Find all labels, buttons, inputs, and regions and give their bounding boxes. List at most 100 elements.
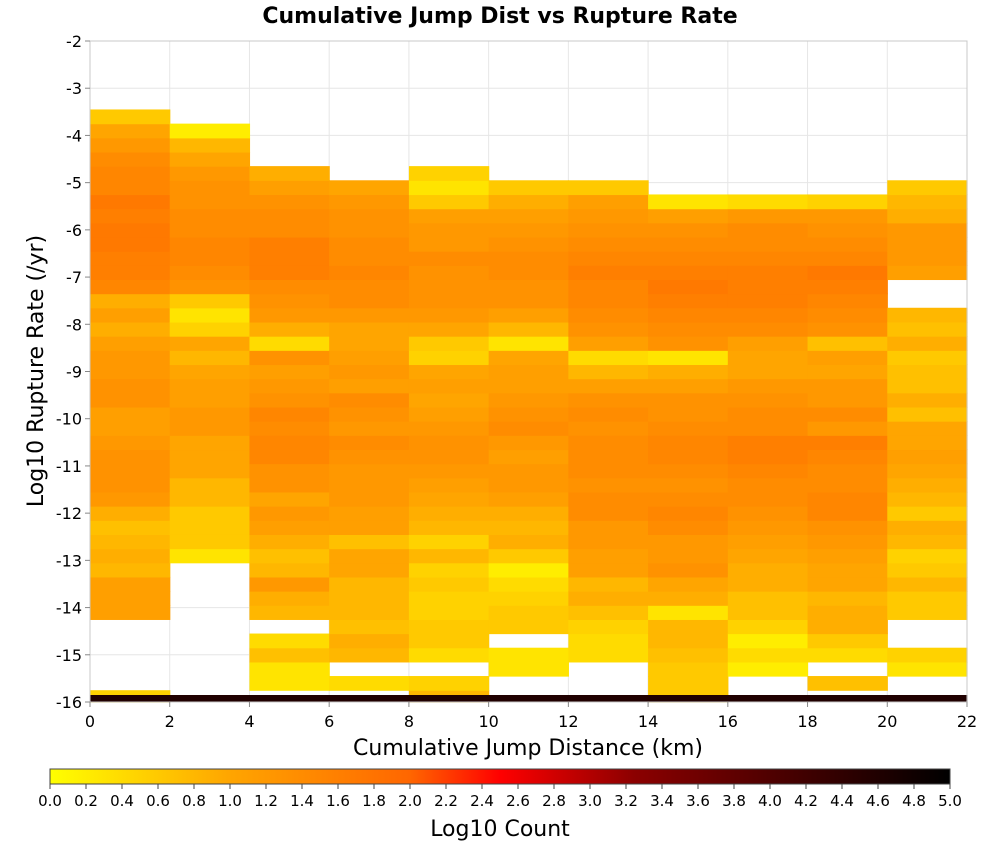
heatmap-cell xyxy=(90,605,171,620)
x-tick-label: 14 xyxy=(638,712,658,731)
heatmap-cell xyxy=(727,491,809,507)
heatmap-cell xyxy=(887,180,968,196)
heatmap-cell xyxy=(249,463,330,479)
heatmap-cells xyxy=(90,109,968,703)
heatmap-cell xyxy=(90,364,171,380)
heatmap-cell xyxy=(169,406,251,422)
heatmap-cell xyxy=(169,307,251,323)
heatmap-cell xyxy=(329,491,410,507)
heatmap-cell xyxy=(249,491,330,507)
heatmap-cell xyxy=(169,151,251,167)
heatmap-cell xyxy=(169,506,251,521)
heatmap-cell xyxy=(408,591,490,606)
heatmap-cell xyxy=(807,633,888,649)
heatmap-cell xyxy=(329,307,410,323)
colorbar-tick-label: 0.0 xyxy=(38,792,62,810)
heatmap-cell xyxy=(648,222,729,238)
heatmap-cell xyxy=(727,364,809,380)
heatmap-cell xyxy=(329,392,410,408)
heatmap-cell xyxy=(488,591,569,606)
heatmap-cell xyxy=(648,591,729,606)
heatmap-cell xyxy=(568,251,649,266)
heatmap-cell xyxy=(887,477,968,493)
chart-title: Cumulative Jump Dist vs Rupture Rate xyxy=(262,4,737,29)
heatmap-cell xyxy=(807,676,888,691)
heatmap-cell xyxy=(169,222,251,238)
heatmap-cell xyxy=(807,321,888,337)
heatmap-cell xyxy=(249,421,330,436)
heatmap-cell xyxy=(329,222,410,238)
heatmap-cell xyxy=(807,194,888,210)
colorbar-tick-label: 3.2 xyxy=(614,792,638,810)
heatmap-cell xyxy=(329,293,410,309)
heatmap-cell xyxy=(169,463,251,479)
heatmap-cell xyxy=(329,421,410,436)
heatmap-cell xyxy=(807,208,888,224)
heatmap-cell xyxy=(169,180,251,196)
heatmap-cell xyxy=(727,321,809,337)
heatmap-cell xyxy=(887,350,968,366)
colorbar-label: Log10 Count xyxy=(430,817,570,842)
heatmap-cell xyxy=(568,222,649,238)
heatmap-cell xyxy=(249,236,330,252)
heatmap-cell xyxy=(807,534,888,550)
heatmap-cell xyxy=(568,180,649,196)
heatmap-cell xyxy=(648,236,729,252)
heatmap-cell xyxy=(727,605,809,620)
heatmap-cell xyxy=(807,421,888,436)
heatmap-cell xyxy=(169,695,251,702)
heatmap-cell xyxy=(90,166,171,181)
heatmap-cell xyxy=(249,350,330,366)
heatmap-cell xyxy=(408,491,490,507)
heatmap-cell xyxy=(807,591,888,606)
heatmap-cell xyxy=(408,279,490,295)
x-axis-label: Cumulative Jump Distance (km) xyxy=(353,736,703,761)
y-tick-label: -3 xyxy=(66,79,82,98)
heatmap-cell xyxy=(249,435,330,451)
heatmap-cell xyxy=(488,661,569,677)
heatmap-cell xyxy=(807,378,888,394)
heatmap-cell xyxy=(90,251,171,266)
heatmap-cell xyxy=(648,463,729,479)
heatmap-cell xyxy=(249,562,330,578)
heatmap-cell xyxy=(568,307,649,323)
heatmap-cell xyxy=(408,695,490,702)
heatmap-cell xyxy=(648,421,729,436)
heatmap-cell xyxy=(408,180,490,196)
heatmap-cell xyxy=(488,251,569,266)
heatmap-cell xyxy=(568,534,649,550)
colorbar-tick-label: 0.2 xyxy=(74,792,98,810)
heatmap-cell xyxy=(887,251,968,266)
heatmap-cell xyxy=(488,406,569,422)
heatmap-cell xyxy=(727,661,809,677)
colorbar-tick-label: 4.6 xyxy=(866,792,890,810)
y-tick-label: -14 xyxy=(56,599,82,618)
heatmap-cell xyxy=(249,265,330,281)
heatmap-cell xyxy=(488,180,569,196)
heatmap-cell xyxy=(90,151,171,167)
heatmap-cell xyxy=(249,279,330,295)
x-tick-label: 22 xyxy=(957,712,977,731)
heatmap-cell xyxy=(727,236,809,252)
heatmap-cell xyxy=(329,336,410,351)
heatmap-cell xyxy=(488,392,569,408)
y-tick-label: -4 xyxy=(66,126,82,145)
heatmap-cell xyxy=(488,336,569,351)
heatmap-cell xyxy=(488,293,569,309)
x-tick-label: 10 xyxy=(478,712,498,731)
heatmap-cell xyxy=(727,392,809,408)
heatmap-cell xyxy=(90,336,171,351)
heatmap-cell xyxy=(887,506,968,521)
heatmap-cell xyxy=(249,520,330,535)
heatmap-cell xyxy=(169,208,251,224)
colorbar-tick-label: 3.4 xyxy=(650,792,674,810)
x-tick-label: 2 xyxy=(165,712,175,731)
colorbar-tick-label: 4.4 xyxy=(830,792,854,810)
heatmap-cell xyxy=(807,251,888,266)
heatmap-cell xyxy=(568,364,649,380)
heatmap-cell xyxy=(648,321,729,337)
colorbar-tick-label: 2.6 xyxy=(506,792,530,810)
heatmap-cell xyxy=(329,435,410,451)
colorbar-tick-label: 1.8 xyxy=(362,792,386,810)
x-tick-label: 20 xyxy=(877,712,897,731)
